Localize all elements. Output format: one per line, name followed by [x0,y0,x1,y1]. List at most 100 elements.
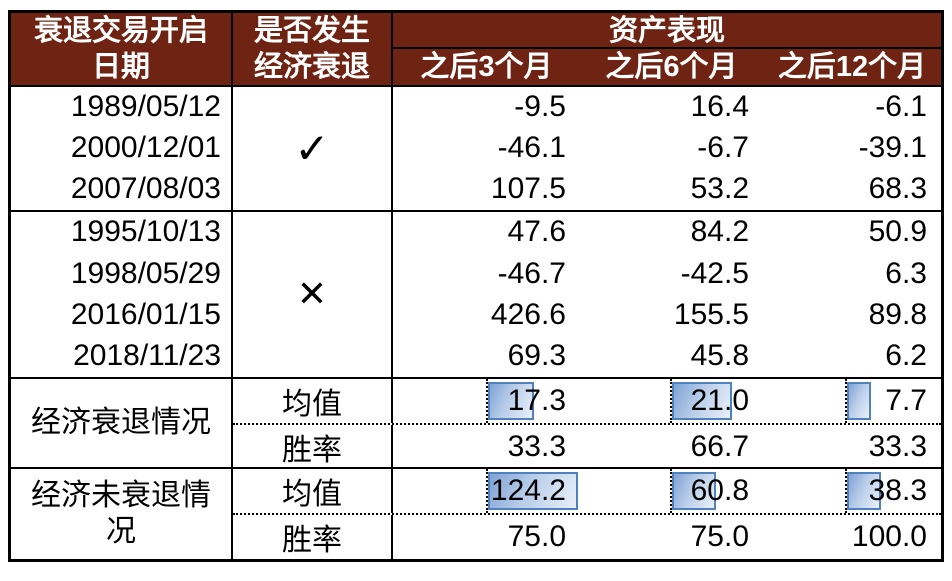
table-cell: 124.2 [490,474,566,507]
summary-no-recession-winrate-row: 胜率 75.0 75.0 100.0 [233,513,941,559]
winrate-cell-3m: 33.3 [393,425,580,469]
winrate-label: 胜率 [233,515,393,559]
summary-no-recession-label: 经济未衰退情况 [11,469,233,559]
data-bar [847,472,881,510]
check-mark-icon: ✓ [294,124,330,172]
winrate-cell-12m: 100.0 [763,515,941,559]
table-cell: 426.6 [490,298,566,332]
table-cell: -46.7 [497,256,566,290]
table-cell: 47.6 [507,215,566,249]
recession-trade-table: 衰退交易开启 日期 是否发生 经济衰退 资产表现 之后3个月 之后6个月 之后1… [8,10,944,562]
table-cell: 75.0 [690,520,749,553]
table-row-date: 2007/08/03 [70,172,221,206]
mean-cell-12m: 7.7 [763,379,941,423]
table-cell: -39.1 [858,131,927,165]
table-row-date: 1998/05/29 [70,256,221,290]
table-cell: 100.0 [851,520,927,553]
table-cell: 17.3 [507,384,566,417]
table-header: 衰退交易开启 日期 是否发生 经济衰退 资产表现 之后3个月 之后6个月 之后1… [11,13,941,85]
header-trade-start-date: 衰退交易开启 日期 [11,13,233,85]
table-row-date: 1995/10/13 [70,215,221,249]
table-row-date: 1989/05/12 [70,90,221,124]
table-cell: 6.3 [885,256,927,290]
mean-label: 均值 [233,469,393,513]
table-cell: -6.1 [875,90,927,124]
winrate-label: 胜率 [233,425,393,469]
summary-no-recession-section: 经济未衰退情况 均值 124.2 60.8 38.3 胜率 75. [11,467,941,559]
table-cell: -6.7 [697,131,749,165]
table-cell: 69.3 [507,339,566,373]
header-period-12m: 之后12个月 [777,51,927,83]
table-row-date: 2016/01/15 [70,298,221,332]
recession-yes-flag-cell: ✓ [233,87,393,210]
mean-cell-3m: 17.3 [393,379,580,423]
summary-recession-rows: 均值 17.3 21.0 7.7 胜率 33.3 66.7 33.3 [233,379,941,469]
summary-no-recession-mean-row: 均值 124.2 60.8 38.3 [233,469,941,513]
recession-no-block: 1995/10/13 1998/05/29 2016/01/15 2018/11… [11,209,941,377]
summary-no-recession-rows: 均值 124.2 60.8 38.3 胜率 75.0 75.0 100.0 [233,469,941,559]
header-period-row: 之后3个月 之后6个月 之后12个月 [393,49,941,85]
table-cell: 53.2 [690,172,749,206]
table-cell: 45.8 [690,339,749,373]
table-cell: 38.3 [868,474,927,507]
header-trade-start-date-line2: 日期 [91,51,150,83]
header-trade-start-date-line1: 衰退交易开启 [33,15,208,47]
recession-yes-col-6m: 16.4 -6.7 53.2 [580,87,763,210]
recession-no-col-12m: 50.9 6.3 89.8 6.2 [763,212,941,377]
winrate-cell-12m: 33.3 [763,425,941,469]
mean-cell-6m: 60.8 [580,469,763,513]
table-cell: 89.8 [868,298,927,332]
recession-no-col-3m: 47.6 -46.7 426.6 69.3 [393,212,580,377]
table-cell: 66.7 [690,430,749,463]
summary-recession-label: 经济衰退情况 [11,379,233,467]
recession-no-flag-cell: ✕ [233,211,393,377]
header-recession-occurred: 是否发生 经济衰退 [233,13,393,85]
recession-yes-dates: 1989/05/12 2000/12/01 2007/08/03 [11,87,233,210]
recession-yes-col-3m: -9.5 -46.1 107.5 [393,87,580,210]
data-bar [672,472,716,510]
mean-label: 均值 [233,379,393,423]
header-asset-performance-title: 资产表现 [393,13,941,49]
header-recession-occurred-line1: 是否发生 [253,15,370,47]
table-cell: 68.3 [868,172,927,206]
table-cell: 21.0 [690,384,749,417]
data-bar [672,382,733,420]
table-cell: 84.2 [690,215,749,249]
table-cell: 75.0 [507,520,566,553]
data-bar [847,382,872,420]
table-cell: 7.7 [885,384,927,417]
data-bar [488,382,534,420]
table-cell: -46.1 [497,131,566,165]
databar-zone [670,469,763,513]
mean-cell-3m: 124.2 [393,469,580,513]
table-row-date: 2000/12/01 [70,131,221,165]
table-cell: -42.5 [680,256,749,290]
recession-yes-block: 1989/05/12 2000/12/01 2007/08/03 ✓ -9.5 … [11,85,941,210]
header-period-3m: 之后3个月 [420,51,553,83]
summary-recession-mean-row: 均值 17.3 21.0 7.7 [233,379,941,423]
databar-zone [845,469,941,513]
recession-no-col-6m: 84.2 -42.5 155.5 45.8 [580,212,763,377]
table-cell: 16.4 [690,90,749,124]
mean-cell-6m: 21.0 [580,379,763,423]
table-row-date: 2018/11/23 [73,339,221,373]
winrate-cell-6m: 75.0 [580,515,763,559]
databar-zone [486,379,580,423]
winrate-cell-3m: 75.0 [393,515,580,559]
cross-mark-icon: ✕ [296,273,328,315]
databar-zone [670,379,763,423]
recession-no-dates: 1995/10/13 1998/05/29 2016/01/15 2018/11… [11,211,233,377]
table-cell: 33.3 [868,430,927,463]
databar-zone [486,469,580,513]
table-cell: 6.2 [885,339,927,373]
databar-zone [845,379,941,423]
table-cell: 155.5 [673,298,749,332]
table-cell: -9.5 [514,90,566,124]
mean-cell-12m: 38.3 [763,469,941,513]
header-recession-occurred-line2: 经济衰退 [253,51,370,83]
header-period-6m: 之后6个月 [605,51,738,83]
summary-recession-section: 经济衰退情况 均值 17.3 21.0 7.7 胜率 33.3 [11,377,941,469]
table-cell: 33.3 [507,430,566,463]
table-cell: 50.9 [868,215,927,249]
recession-yes-col-12m: -6.1 -39.1 68.3 [763,87,941,210]
